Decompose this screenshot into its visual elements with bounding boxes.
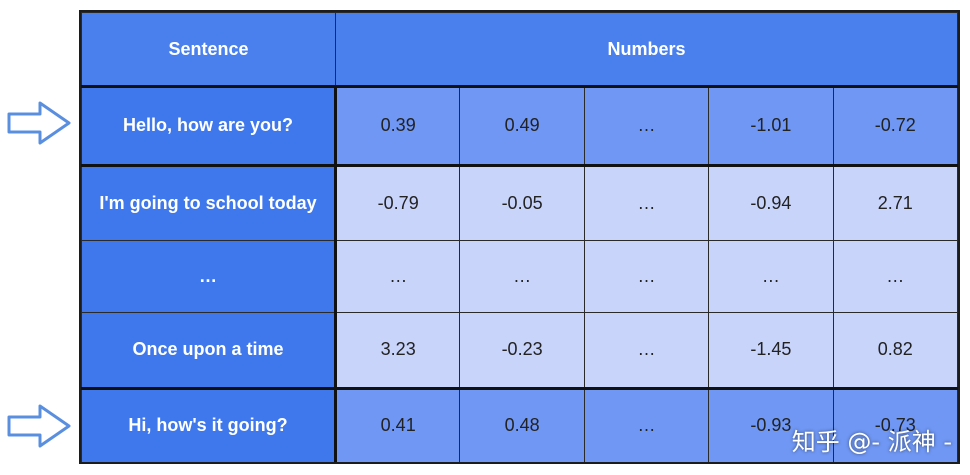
number-cell: -1.01 [708,85,834,167]
sentence-header: Sentence [81,12,336,87]
sentence-cell: Hi, how's it going? [81,386,337,462]
number-cell: 0.39 [334,85,461,167]
watermark: 知乎 @- 派神 - [791,428,952,456]
sentence-cell: Hello, how are you? [81,85,337,167]
number-cell: -0.05 [459,164,585,242]
number-cell: … [583,240,710,314]
number-cell: … [708,240,834,314]
table-row: Hello, how are you? 0.39 0.49… -1.01 -0.72 [81,85,959,167]
number-cell: -0.93 [708,386,834,462]
number-cell: -1.45 [708,312,834,389]
number-cell: -0.73 [832,386,959,462]
number-cell: 2.71 [832,164,959,242]
right-arrow-icon [7,404,71,448]
number-cell: 0.49 [459,85,585,167]
header-row: Sentence Numbers [81,12,958,87]
number-cell: -0.72 [832,85,959,167]
number-cell: -0.23 [459,312,585,389]
number-cell: 0.82 [832,312,959,389]
number-cell: … [334,240,461,314]
number-cell: 3.23 [334,312,461,389]
table-row: ……………… [81,240,959,314]
number-cell: … [832,240,959,314]
number-cell: … [583,85,710,167]
right-arrow-icon [7,101,71,145]
number-cell: 0.41 [334,386,461,462]
sentence-cell: Once upon a time [81,312,337,389]
numbers-header: Numbers [335,12,958,87]
table-row: Once upon a time 3.23 -0.23… -1.45 0.82 [81,312,959,389]
number-cell: 0.48 [459,386,585,462]
sentence-cell: … [81,240,337,314]
number-cell: … [583,386,710,462]
sentence-cell: I'm going to school today [81,164,337,242]
embedding-table: Sentence Numbers Hello, how are you? 0.39… [79,10,960,464]
number-cell: … [583,312,710,389]
number-cell: … [459,240,585,314]
number-cell: -0.79 [334,164,461,242]
table-row: Hi, how's it going? 0.41 0.48… -0.93 -0.73 [81,386,959,462]
number-cell: -0.94 [708,164,834,242]
number-cell: … [583,164,710,242]
table-row: I'm going to school today -0.79 -0.05… -0.9… [81,164,959,242]
